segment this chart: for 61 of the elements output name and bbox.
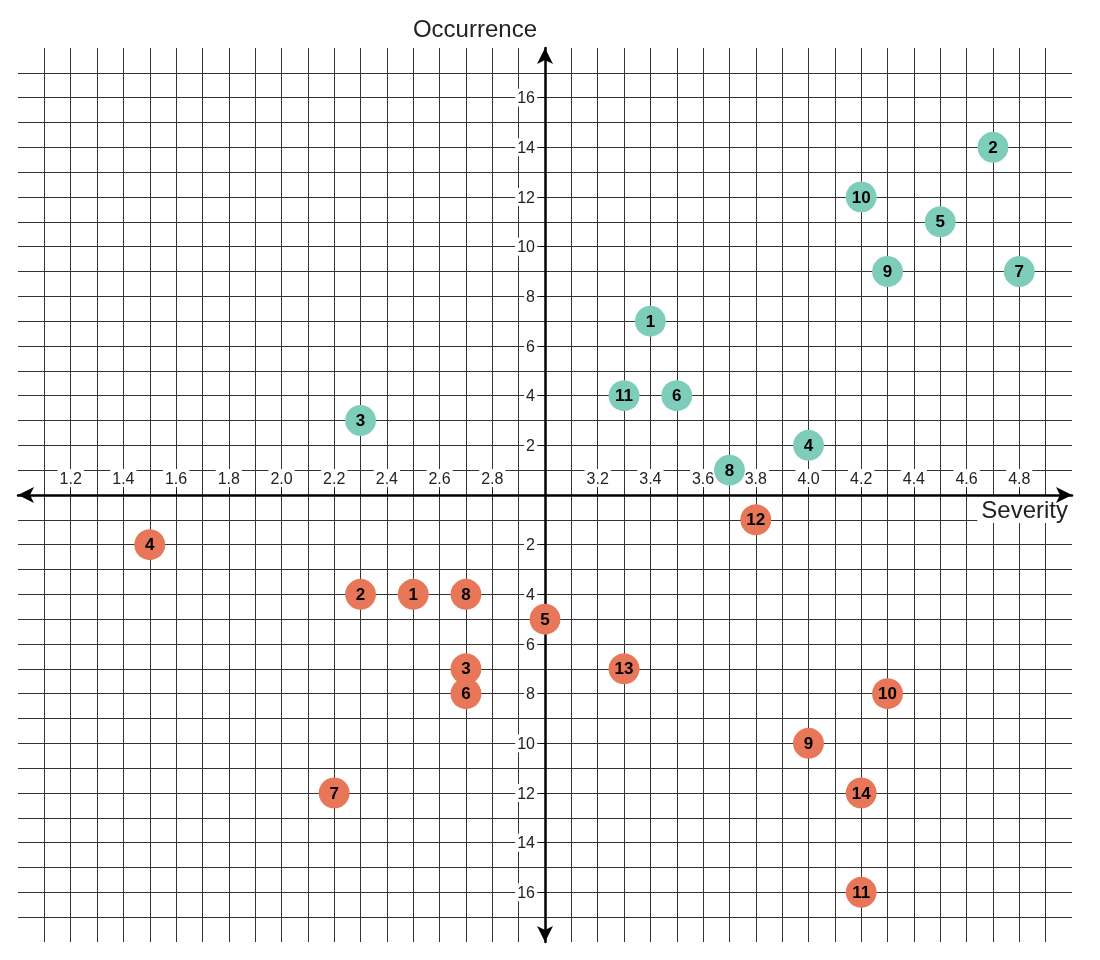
annotation: 2 (355, 584, 366, 604)
annotation: 4 (803, 435, 814, 455)
annotation: 10 (878, 684, 898, 704)
x-tick-label: 1.6 (164, 469, 188, 487)
annotation: 6 (461, 684, 471, 704)
annotation: 8 (461, 584, 471, 604)
x-tick-label: 4.8 (1008, 469, 1031, 487)
x-tick-label: 4.4 (902, 469, 926, 487)
x-tick-label: 2.8 (481, 469, 504, 487)
y-tick-label: 8 (526, 287, 536, 305)
x-tick-label: 1.4 (112, 469, 135, 487)
y-tick-label: 14 (517, 834, 536, 852)
y-tick-label: 6 (526, 635, 536, 653)
y-tick-label: 2 (526, 436, 536, 454)
y-tick-label: 6 (526, 337, 536, 355)
annotation: 1 (408, 584, 418, 604)
x-tick-label: 4.2 (850, 469, 873, 487)
y-tick-label: 10 (517, 734, 536, 752)
annotation: 4 (145, 535, 156, 555)
x-tick-label: 1.8 (217, 469, 241, 487)
x-axis-title: Severity (981, 495, 1068, 523)
x-tick-label: 3.2 (586, 469, 609, 487)
annotation: 14 (851, 783, 872, 803)
y-tick-label: 16 (517, 883, 536, 901)
annotation: 5 (935, 212, 945, 232)
y-tick-label: 14 (517, 138, 536, 156)
annotation: 6 (672, 386, 682, 406)
y-tick-label: 4 (526, 387, 536, 405)
x-tick-label: 3.6 (691, 469, 715, 487)
x-tick-label: 2.6 (428, 469, 451, 487)
x-tick-label: 2.4 (375, 469, 399, 487)
annotation: 13 (614, 659, 634, 679)
annotation: 7 (1014, 262, 1025, 281)
annotation: 11 (852, 882, 871, 902)
annotation: 1 (645, 311, 656, 331)
x-tick-label: 3.8 (744, 469, 768, 487)
x-tick-label: 2.0 (270, 469, 293, 487)
x-tick-label: 4.6 (955, 469, 978, 487)
y-tick-label: 12 (517, 784, 536, 802)
annotation: 7 (329, 783, 339, 803)
annotation: 10 (851, 187, 871, 207)
x-tick-label: 2.2 (323, 469, 346, 487)
x-tick-label: 3.4 (639, 469, 662, 487)
annotation: 3 (461, 659, 471, 679)
annotation: 12 (746, 510, 766, 530)
y-tick-label: 10 (517, 238, 536, 256)
y-axis-title: Occurrence (412, 14, 537, 42)
annotation: 9 (882, 262, 893, 281)
annotation: 3 (355, 411, 366, 430)
annotation: 11 (615, 386, 634, 406)
y-tick-label: 4 (526, 585, 536, 603)
y-tick-label: 8 (526, 685, 536, 703)
y-tick-label: 2 (526, 536, 536, 554)
annotation: 2 (988, 137, 998, 157)
annotation: 9 (803, 733, 814, 753)
annotation: 5 (540, 609, 550, 629)
annotation: 8 (724, 460, 735, 480)
y-tick-label: 12 (517, 188, 536, 206)
x-tick-label: 4.0 (797, 469, 820, 487)
x-tick-label: 1.2 (59, 469, 82, 487)
y-tick-label: 16 (517, 89, 536, 107)
